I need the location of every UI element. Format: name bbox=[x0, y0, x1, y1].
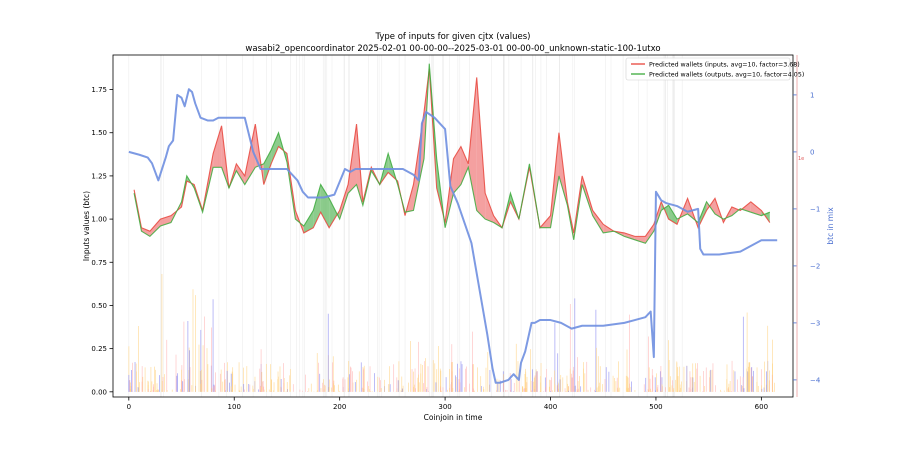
legend-label-inputs: Predicted wallets (inputs, avg=10, facto… bbox=[649, 62, 800, 69]
difference-fill bbox=[263, 150, 272, 185]
y2-tick-label: −1 bbox=[810, 205, 820, 213]
difference-fill bbox=[634, 236, 646, 244]
x-tick-label: 0 bbox=[127, 403, 131, 411]
axes: 0.00 0.25 0.50 0.75 1.00 1.25 1.50 1.75 0 100 200 3… bbox=[91, 55, 821, 411]
y-tick-label: 1.75 bbox=[91, 86, 107, 94]
x-tick-label: 500 bbox=[649, 403, 662, 411]
difference-fill bbox=[236, 163, 245, 185]
y-tick-label: 0.25 bbox=[91, 345, 107, 353]
y-tick-label: 0.00 bbox=[91, 388, 107, 396]
difference-fill bbox=[313, 184, 321, 228]
y-tick-label: 0.75 bbox=[91, 259, 107, 267]
background-marks bbox=[128, 55, 775, 397]
difference-fill bbox=[453, 146, 461, 194]
y2-tick-label: 1 bbox=[810, 91, 814, 99]
difference-fill bbox=[485, 193, 494, 223]
y2-axis-label: btc in mix bbox=[826, 207, 835, 245]
legend-label-outputs: Predicted wallets (outputs, avg=10, fact… bbox=[649, 72, 804, 79]
y2-tick-label: −2 bbox=[810, 262, 820, 270]
difference-fill bbox=[668, 205, 678, 225]
y2-tick-label: −3 bbox=[810, 319, 820, 327]
x-tick-label: 600 bbox=[755, 403, 768, 411]
difference-fill bbox=[592, 210, 604, 233]
y-tick-label: 1.00 bbox=[91, 216, 107, 224]
y-tick-label: 1.25 bbox=[91, 172, 107, 180]
y2-tick-label: −4 bbox=[810, 376, 821, 384]
difference-fill bbox=[213, 125, 222, 168]
difference-fill bbox=[750, 201, 762, 216]
difference-fill bbox=[645, 224, 654, 244]
difference-fill bbox=[329, 198, 340, 228]
legend-box bbox=[625, 57, 791, 81]
series-line-btc-in-mix bbox=[128, 88, 778, 384]
legend: Predicted wallets (inputs, avg=10, facto… bbox=[625, 57, 804, 81]
x-tick-label: 100 bbox=[228, 403, 241, 411]
y-tick-label: 1.50 bbox=[91, 129, 107, 137]
difference-fill bbox=[271, 132, 279, 164]
x-axis-label: Coinjoin in time bbox=[424, 413, 483, 422]
y-axis-label: Inputs values (btc) bbox=[82, 191, 91, 261]
x-tick-label: 300 bbox=[438, 403, 451, 411]
series-line-outputs bbox=[133, 63, 771, 244]
y-tick-label: 0.50 bbox=[91, 302, 107, 310]
series-line-inputs bbox=[133, 68, 771, 237]
plot-frame bbox=[112, 54, 794, 398]
chart-title: Type of inputs for given cjtx (values) bbox=[375, 32, 531, 42]
y2-tick-label: 0 bbox=[810, 148, 814, 156]
difference-fill bbox=[303, 210, 314, 233]
series-lines bbox=[128, 63, 778, 384]
difference-fill bbox=[339, 184, 349, 220]
chart-subtitle: wasabi2_opencoordinator 2025-02-01 00-00… bbox=[245, 44, 660, 54]
x-tick-label: 400 bbox=[544, 403, 557, 411]
difference-fill bbox=[624, 232, 635, 240]
x-tick-label: 200 bbox=[333, 403, 346, 411]
difference-fill bbox=[149, 219, 161, 237]
right-marker-label: 1e bbox=[798, 156, 804, 162]
difference-fill bbox=[141, 227, 150, 237]
difference-fill bbox=[460, 146, 469, 185]
